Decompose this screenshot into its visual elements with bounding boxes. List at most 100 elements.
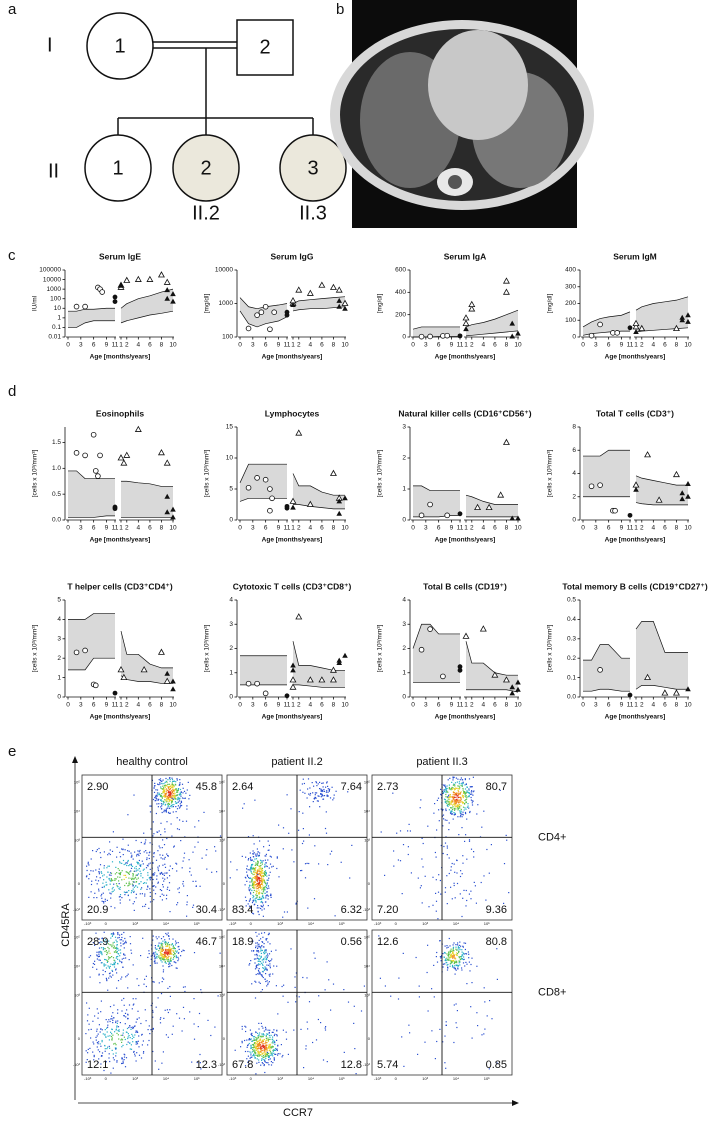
- event-dot: [113, 966, 116, 968]
- event-dot: [96, 1041, 98, 1044]
- event-dot: [283, 911, 286, 913]
- event-dot: [156, 803, 158, 805]
- event-dot: [257, 1051, 259, 1053]
- event-dot: [132, 877, 134, 879]
- event-dot: [136, 861, 138, 863]
- event-dot: [264, 1061, 266, 1063]
- event-dot: [457, 807, 459, 809]
- event-dot: [251, 879, 253, 881]
- event-dot: [171, 787, 173, 789]
- event-dot: [496, 978, 498, 980]
- data-point: [672, 689, 680, 696]
- y-tick-label: 100: [50, 295, 61, 302]
- data-point: [267, 326, 273, 333]
- event-dot: [446, 854, 448, 856]
- event-dot: [96, 1030, 98, 1032]
- event-dot: [161, 950, 163, 952]
- event-dot: [266, 953, 269, 955]
- event-dot: [451, 811, 453, 813]
- event-dot: [127, 973, 129, 975]
- event-dot: [126, 891, 128, 893]
- event-dot: [263, 1049, 265, 1051]
- event-dot: [166, 837, 168, 840]
- event-dot: [278, 876, 280, 878]
- event-dot: [449, 957, 451, 959]
- event-dot: [491, 1018, 493, 1020]
- x-tick-label: 0: [411, 525, 415, 532]
- event-dot: [104, 1044, 106, 1047]
- data-point: [170, 298, 176, 304]
- event-dot: [458, 785, 460, 787]
- event-dot: [158, 803, 160, 805]
- event-dot: [139, 865, 141, 867]
- event-dot: [439, 1028, 441, 1030]
- event-dot: [435, 879, 437, 881]
- event-dot: [166, 951, 168, 953]
- data-point: [295, 286, 303, 293]
- event-dot: [161, 961, 163, 963]
- event-dot: [104, 1050, 106, 1052]
- row-label: CD4+: [538, 831, 566, 843]
- event-dot: [258, 1047, 260, 1049]
- data-point: [120, 459, 128, 466]
- event-dot: [116, 1022, 118, 1024]
- event-dot: [264, 1046, 266, 1048]
- event-dot: [165, 777, 167, 780]
- event-dot: [108, 1053, 110, 1055]
- event-dot: [249, 1057, 251, 1059]
- event-dot: [464, 778, 466, 780]
- event-dot: [149, 1033, 151, 1035]
- event-dot: [117, 932, 119, 934]
- event-dot: [462, 789, 464, 791]
- event-dot: [113, 1059, 115, 1061]
- event-dot: [255, 853, 257, 855]
- event-dot: [463, 953, 465, 955]
- event-dot: [258, 1055, 260, 1057]
- event-dot: [260, 1045, 262, 1047]
- event-dot: [291, 849, 293, 851]
- data-point: [123, 276, 131, 283]
- event-dot: [114, 1031, 116, 1033]
- event-dot: [255, 886, 257, 888]
- event-dot: [171, 953, 173, 955]
- event-dot: [135, 1043, 137, 1045]
- event-dot: [250, 870, 252, 872]
- event-dot: [156, 875, 158, 877]
- axis-tick-label: 10³: [219, 837, 225, 842]
- event-dot: [115, 950, 117, 952]
- event-dot: [463, 791, 465, 793]
- x-tick-label: 3: [79, 342, 83, 349]
- event-dot: [436, 951, 438, 954]
- event-dot: [245, 1030, 247, 1033]
- event-dot: [257, 905, 259, 907]
- event-dot: [170, 784, 172, 786]
- event-dot: [111, 1018, 113, 1020]
- x-tick-label: 2: [640, 702, 644, 709]
- event-dot: [103, 931, 105, 933]
- x-tick-label: 2: [297, 525, 301, 532]
- data-point: [336, 498, 343, 504]
- event-dot: [158, 982, 160, 984]
- event-dot: [448, 804, 451, 806]
- event-dot: [460, 805, 462, 807]
- y-tick-label: 0: [402, 517, 406, 524]
- event-dot: [250, 1052, 252, 1054]
- event-dot: [452, 776, 454, 778]
- data-point: [685, 480, 691, 486]
- data-point: [509, 684, 516, 690]
- axis-tick-label: -10³: [84, 921, 92, 926]
- data-point: [633, 486, 639, 492]
- event-dot: [263, 957, 265, 960]
- event-dot: [468, 796, 470, 798]
- reference-range: [68, 470, 115, 518]
- event-dot: [160, 803, 162, 805]
- event-dot: [122, 838, 124, 840]
- event-dot: [251, 878, 253, 880]
- event-dot: [262, 902, 264, 904]
- event-dot: [160, 822, 162, 824]
- flow-plot: [371, 774, 513, 921]
- event-dot: [173, 946, 175, 949]
- event-dot: [113, 947, 115, 949]
- event-dot: [199, 1062, 201, 1064]
- event-dot: [131, 1033, 133, 1035]
